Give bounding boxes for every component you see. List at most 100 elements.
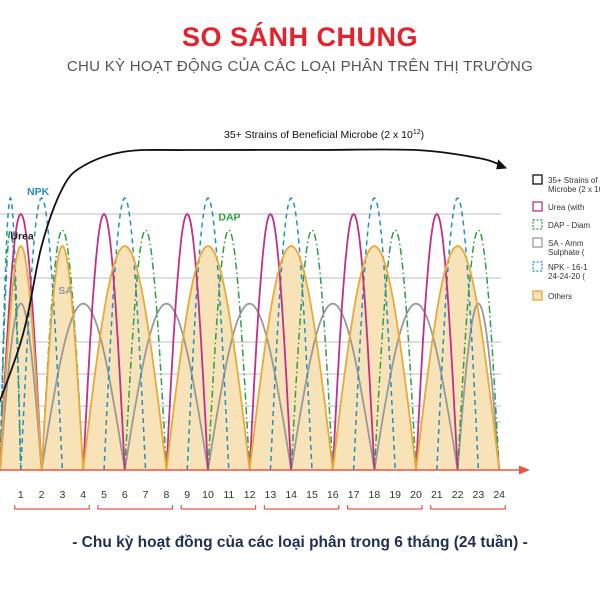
legend-label: SA - Amm — [548, 239, 584, 248]
urea-arc-6 — [415, 212, 459, 471]
x-tick-label: 24 — [493, 489, 505, 501]
microbe-curve — [0, 148, 500, 404]
inline-label-dap: DAP — [218, 211, 240, 223]
x-tick-label: 8 — [163, 489, 169, 501]
month-bracket-6 — [430, 505, 506, 510]
month-bracket-3 — [180, 505, 257, 510]
x-tick-label: 15 — [306, 489, 318, 501]
month-bracket-5 — [347, 505, 423, 510]
inline-label-sa: SA — [58, 285, 73, 297]
microbe-arrowhead — [496, 159, 508, 170]
others-arc-3 — [82, 245, 168, 471]
x-tick-label: 7 — [143, 489, 149, 501]
x-tick-label: 6 — [122, 489, 128, 501]
urea-arc-4 — [248, 212, 293, 471]
dap-arc-4 — [207, 229, 251, 471]
dap-arc-7 — [456, 229, 500, 471]
x-tick-label: 17 — [348, 489, 360, 501]
x-tick-label: 16 — [327, 489, 339, 501]
x-tick-label: 22 — [452, 489, 464, 501]
legend-item-others: Others — [532, 290, 572, 301]
legend-dap-icon — [532, 219, 543, 230]
others-arc-5 — [248, 245, 334, 471]
others-area-1 — [0, 246, 42, 470]
x-tick-label: 23 — [473, 489, 485, 501]
sa-arc-4 — [207, 302, 293, 471]
npk-arc-3 — [103, 197, 147, 471]
sa-arc-3 — [123, 302, 209, 471]
others-area-2 — [41, 246, 84, 470]
legend-label-line2: 24-24-20 ( — [548, 272, 585, 281]
urea-arc-5 — [331, 212, 376, 471]
others-arc-2 — [40, 244, 85, 471]
npk-arc-7 — [436, 197, 480, 471]
others-arc-1 — [0, 244, 43, 471]
urea-arc-3 — [165, 212, 209, 471]
urea-arc-1 — [0, 212, 43, 471]
month-bracket-4 — [263, 505, 340, 510]
x-axis-arrow — [519, 465, 530, 475]
legend-microbe-icon — [532, 174, 543, 185]
legend-others-icon — [532, 290, 543, 301]
x-tick-label: 4 — [80, 489, 86, 501]
series-lines — [0, 148, 508, 471]
npk-arc-5 — [269, 197, 313, 471]
others-arc-4 — [165, 245, 251, 471]
npk-arc-2 — [20, 197, 64, 471]
sa-arc-7 — [456, 302, 501, 471]
x-tick-label: 1 — [18, 489, 24, 501]
others-fill-area — [0, 246, 500, 470]
legend-sa-icon — [532, 237, 543, 248]
page-subtitle: CHU KỲ HOẠT ĐỘNG CỦA CÁC LOẠI PHÂN TRÊN … — [66, 58, 534, 75]
sa-arc-5 — [290, 302, 376, 471]
x-tick-label: 10 — [202, 489, 214, 501]
legend-npk-icon — [532, 261, 543, 272]
legend-label-line2: Sulphate ( — [548, 248, 585, 257]
npk-arc-6 — [352, 197, 396, 471]
legend-urea-icon — [532, 201, 543, 212]
inline-labels: 35+ Strains of Beneficial Microbe (2 x 1… — [10, 129, 424, 297]
x-tick-label: 11 — [223, 489, 234, 501]
x-tick-label: 13 — [265, 489, 277, 501]
legend-item-urea: Urea (with — [532, 201, 584, 212]
chart-caption: - Chu kỳ hoạt đồng của các loại phân tro… — [72, 534, 528, 551]
npk-arc-1 — [0, 196, 22, 471]
sa-arc-2 — [40, 302, 126, 471]
x-tick-label: 21 — [431, 489, 443, 501]
inline-label-npk: NPK — [27, 186, 50, 198]
legend-item-dap: DAP - Diam — [532, 219, 590, 230]
others-area-3 — [83, 246, 167, 470]
x-tick-label: 20 — [410, 489, 422, 501]
npk-arc-4 — [186, 197, 230, 471]
month-bracket-1 — [14, 505, 90, 510]
legend-label: Urea (with — [548, 203, 584, 212]
legend-label-line2: Microbe (2 x 10¹²) — [548, 185, 600, 194]
x-tick-label: 5 — [101, 489, 107, 501]
others-area-5 — [249, 246, 333, 470]
x-axis: 1 2 3 4 5 6 7 8 9 10 11 12 13 14 15 16 17 18 19 20 21 22 23 24 — [0, 465, 530, 510]
month-bracket-2 — [97, 505, 173, 510]
dap-arc-6 — [373, 229, 417, 471]
legend-label: Others — [548, 292, 572, 301]
others-area-7 — [416, 246, 500, 470]
x-tick-label: 12 — [244, 489, 256, 501]
x-tick-label: 19 — [389, 489, 401, 501]
page-title: SO SÁNH CHUNG — [181, 22, 418, 52]
others-arc-6 — [331, 245, 417, 471]
legend-item-npk: NPK - 16-124-24-20 ( — [532, 261, 588, 281]
legend-label: DAP - Diam — [548, 221, 590, 230]
sa-arc-6 — [373, 302, 459, 471]
x-tick-label: 9 — [184, 489, 190, 501]
x-tick-label: 14 — [285, 489, 297, 501]
urea-arc-2 — [82, 212, 126, 471]
legend-label: 35+ Strains of Beneficial — [548, 176, 600, 185]
x-tick-label: 3 — [59, 489, 65, 501]
dap-arc-5 — [290, 229, 334, 471]
others-arc-7 — [415, 245, 501, 471]
x-tick-label: 2 — [39, 489, 45, 501]
others-area-4 — [166, 246, 250, 470]
